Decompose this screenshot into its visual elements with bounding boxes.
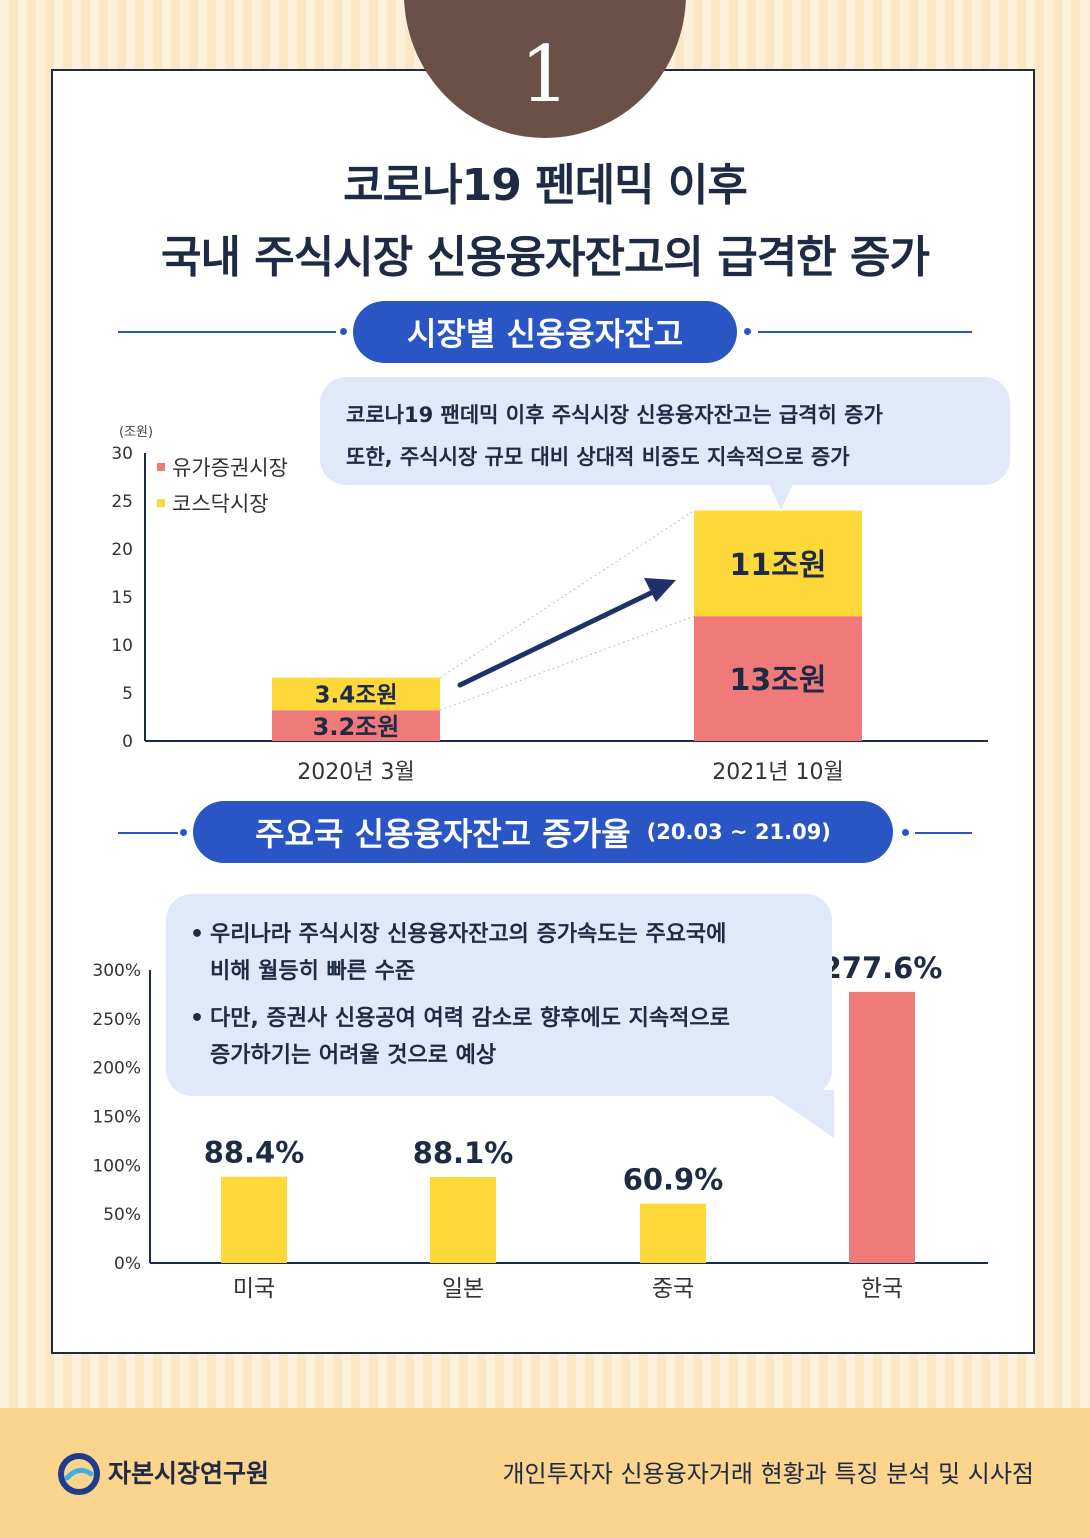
x-category-label: 중국 xyxy=(652,1276,694,1302)
section2-rule-left xyxy=(118,832,178,834)
bar-value-label: 3.2조원 xyxy=(313,713,400,741)
x-category-label: 2020년 3월 xyxy=(297,760,414,785)
bar xyxy=(640,1203,706,1263)
bullet-dot: • xyxy=(190,1006,205,1031)
bar-value-label: 11조원 xyxy=(730,548,827,583)
section1-rule-left xyxy=(118,331,336,333)
x-category-label: 한국 xyxy=(861,1276,903,1302)
connector-line xyxy=(439,615,695,711)
note1-line1: 우리나라 주식시장 신용융자잔고의 증가속도는 주요국에 xyxy=(210,922,727,947)
summary-line2: 또한, 주식시장 규모 대비 상대적 비중도 지속적으로 증가 xyxy=(346,445,850,469)
x-category-label: 미국 xyxy=(233,1276,275,1302)
section2-period: (20.03 ~ 21.09) xyxy=(646,820,831,844)
note-bullet-1: • 우리나라 주식시장 신용융자잔고의 증가속도는 주요국에 비해 월등히 빠른… xyxy=(190,916,832,990)
y-tick-label: 25 xyxy=(111,492,133,512)
note2-line1: 다만, 증권사 신용공여 여력 감소로 향후에도 지속적으로 xyxy=(210,1006,730,1031)
bar-value-label: 60.9% xyxy=(623,1163,724,1197)
section2-dot-right xyxy=(902,829,909,836)
summary-bubble-tail xyxy=(769,484,793,510)
page-number: 1 xyxy=(520,30,570,120)
bullet-dot: • xyxy=(190,922,205,947)
note1-line2: 비해 월등히 빠른 수준 xyxy=(210,959,416,984)
y-tick-label: 0% xyxy=(114,1254,141,1274)
bar-value-label: 88.1% xyxy=(413,1136,514,1170)
bar xyxy=(849,991,915,1263)
x-category-label: 일본 xyxy=(442,1276,484,1302)
bar-segment xyxy=(272,677,440,711)
growth-arrow-head xyxy=(644,578,676,602)
legend-label: 유가증권시장 xyxy=(172,456,288,480)
section2-rule-right xyxy=(915,832,972,834)
bar-segment xyxy=(694,510,862,617)
note-bullet-2: • 다만, 증권사 신용공여 여력 감소로 향후에도 지속적으로 증가하기는 어… xyxy=(190,1000,832,1074)
section1-rule-right xyxy=(758,331,972,333)
bar-value-label: 3.4조원 xyxy=(314,683,397,709)
y-tick-label: 5 xyxy=(122,684,133,704)
bar xyxy=(430,1176,496,1263)
bar-value-label: 88.4% xyxy=(204,1136,305,1170)
bar xyxy=(221,1176,287,1263)
org-name: 자본시장연구원 xyxy=(108,1459,270,1488)
section2-heading: 주요국 신용융자잔고 증가율 xyxy=(255,815,631,853)
notes-bubble: • 우리나라 주식시장 신용융자잔고의 증가속도는 주요국에 비해 월등히 빠른… xyxy=(166,894,832,1096)
legend-swatch xyxy=(157,499,165,507)
y-tick-label: 20 xyxy=(111,540,133,560)
y-tick-label: 0 xyxy=(122,732,133,752)
growth-arrow-shaft xyxy=(457,588,658,688)
bar-value-label: 13조원 xyxy=(730,663,827,698)
main-title-line2: 국내 주식시장 신용융자잔고의 급격한 증가 xyxy=(161,232,930,283)
connector-line xyxy=(439,510,695,679)
y-tick-label: 50% xyxy=(103,1205,141,1225)
y-tick-label: 10 xyxy=(111,636,133,656)
footer xyxy=(0,1408,1090,1538)
y-tick-label: 100% xyxy=(92,1156,141,1176)
y-tick-label: 150% xyxy=(92,1108,141,1128)
legend-swatch xyxy=(157,463,165,471)
summary-bubble: 코로나19 팬데믹 이후 주식시장 신용융자잔고는 급격히 증가 또한, 주식시… xyxy=(320,377,1010,485)
section1-dot-right xyxy=(744,328,751,335)
bar-segment xyxy=(272,710,440,741)
report-title: 개인투자자 신용융자거래 현황과 특징 분석 및 시사점 xyxy=(502,1460,1034,1488)
kcmi-logo-icon xyxy=(58,1453,100,1495)
section1-dot-left xyxy=(340,328,347,335)
section2-dot-left xyxy=(180,829,187,836)
bar-segment xyxy=(694,616,862,741)
main-title-line1: 코로나19 펜데믹 이후 xyxy=(343,160,748,211)
y-tick-label: 15 xyxy=(111,588,133,608)
y-tick-label: 200% xyxy=(92,1059,141,1079)
y-tick-label: 300% xyxy=(92,961,141,981)
summary-line1: 코로나19 팬데믹 이후 주식시장 신용융자잔고는 급격히 증가 xyxy=(346,403,883,427)
note2-line2: 증가하기는 어려울 것으로 예상 xyxy=(210,1043,497,1068)
section1-heading: 시장별 신용융자잔고 xyxy=(353,301,737,363)
y-axis-unit: (조원) xyxy=(119,425,153,440)
growth-rate-chart: 0% 50% 100% 150% 200% 250% 300% 88.4% 미국 88.1% 일본 6… xyxy=(92,951,988,1302)
section2-heading-pill: 주요국 신용융자잔고 증가율 (20.03 ~ 21.09) xyxy=(193,801,893,863)
bar-value-label: 277.6% xyxy=(822,951,943,985)
y-tick-label: 30 xyxy=(111,444,133,464)
y-tick-label: 250% xyxy=(92,1010,141,1030)
x-category-label: 2021년 10월 xyxy=(712,760,843,785)
legend-label: 코스닥시장 xyxy=(172,492,269,516)
notes-bubble-tail xyxy=(764,1090,834,1138)
